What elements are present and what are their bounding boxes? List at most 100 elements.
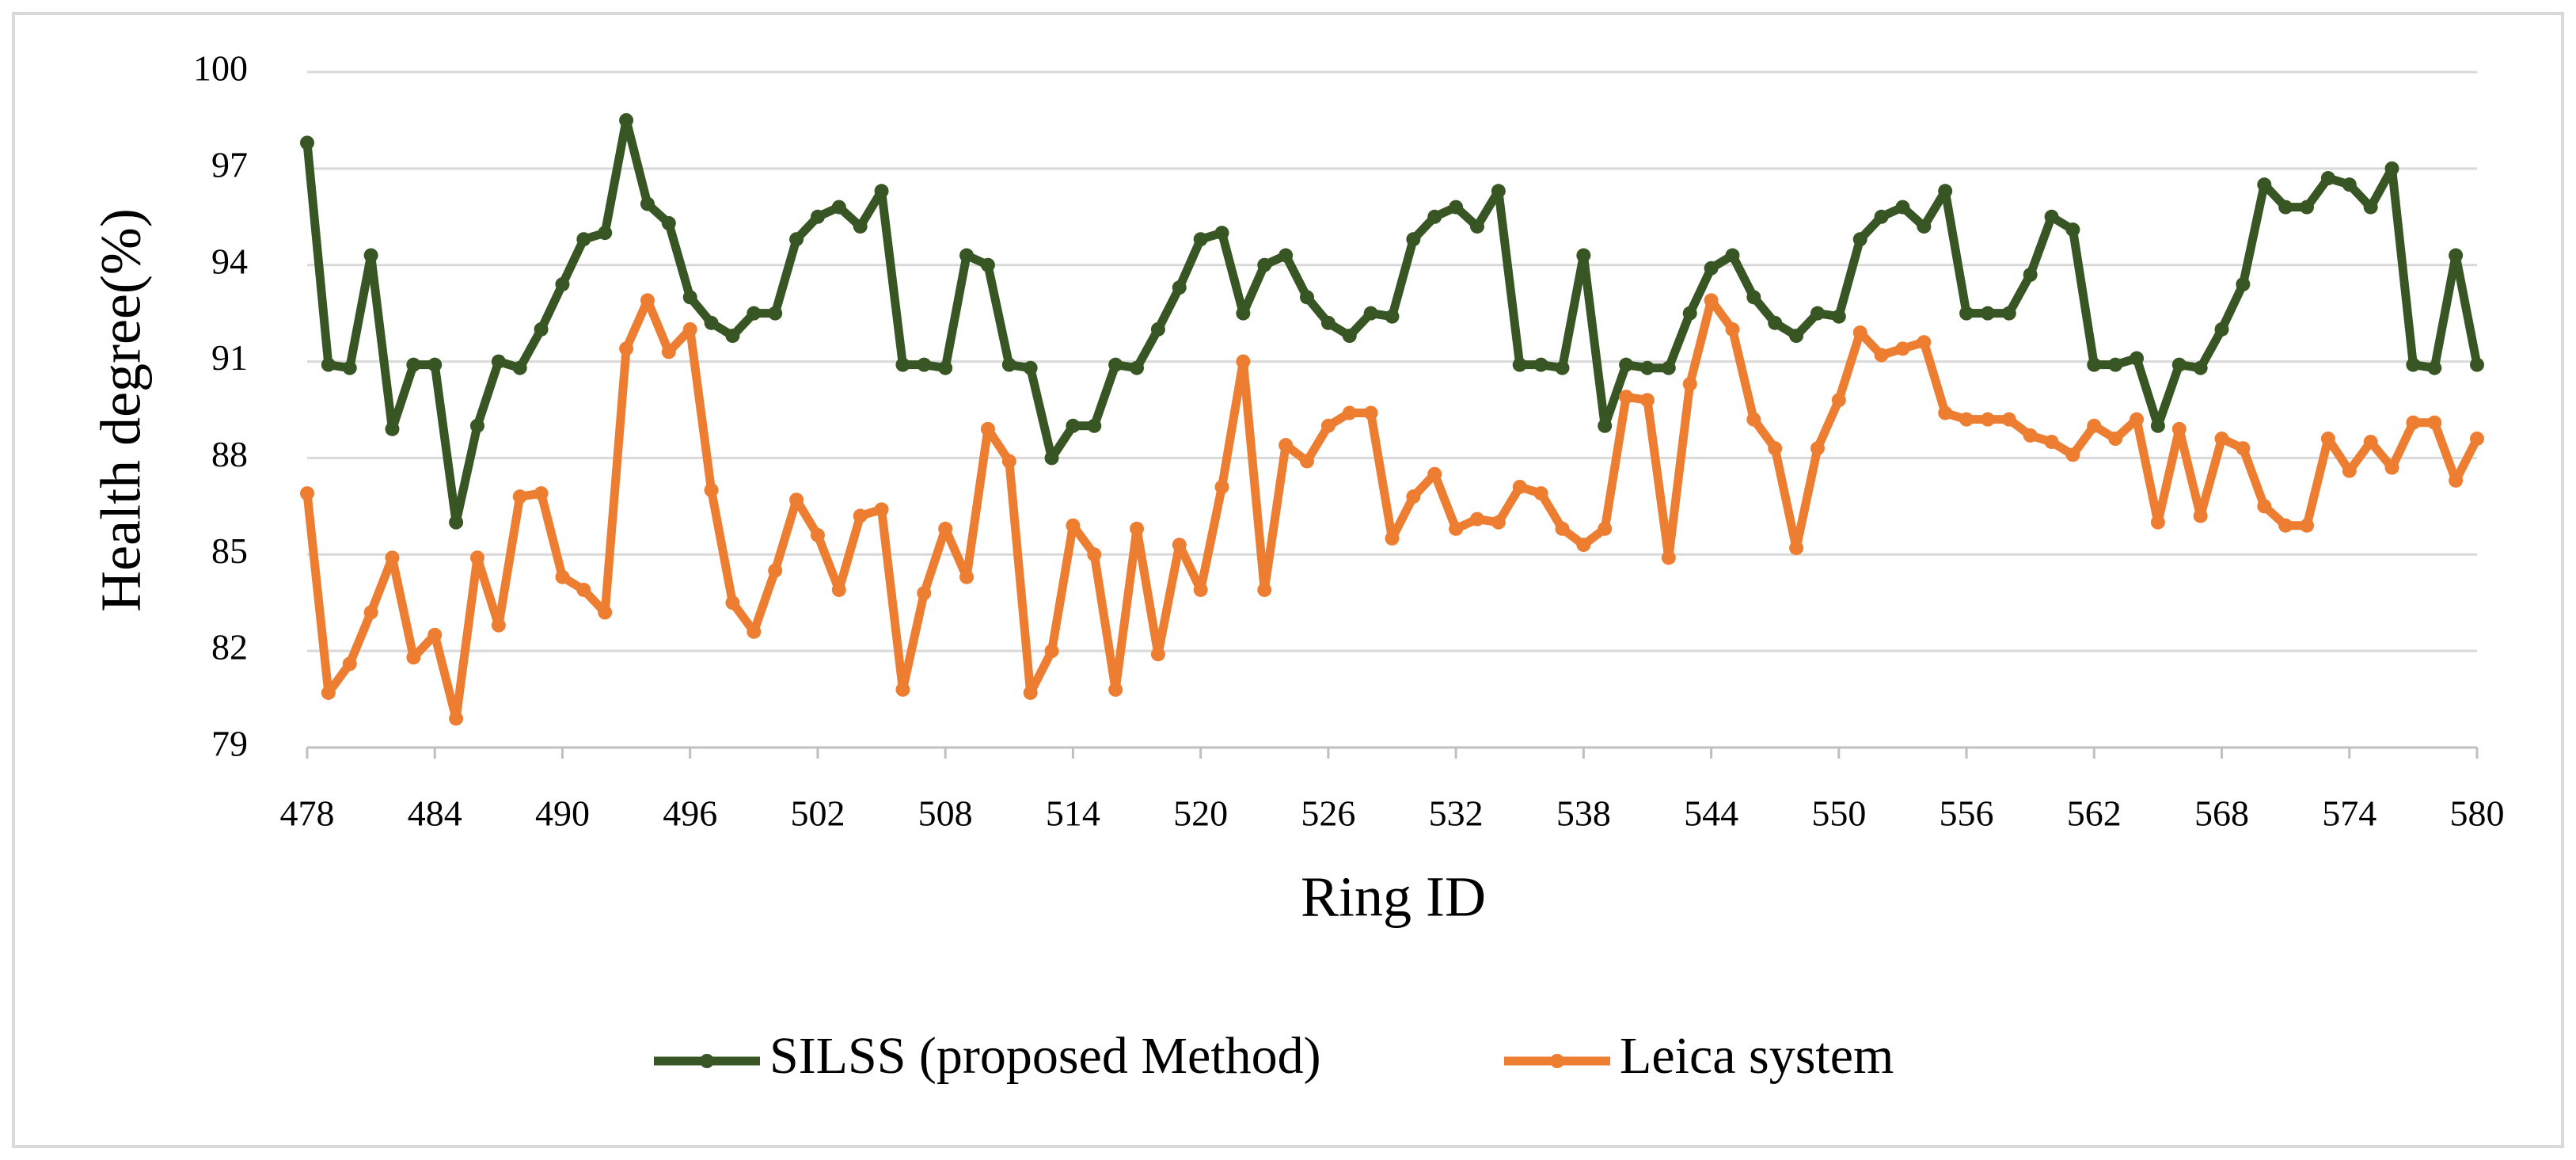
point <box>2171 421 2187 436</box>
point <box>2023 267 2038 282</box>
point <box>917 357 932 372</box>
point <box>1980 306 1995 321</box>
legend-marker <box>1550 1054 1564 1068</box>
point <box>1789 329 1804 344</box>
point <box>2214 321 2229 337</box>
point <box>342 656 357 671</box>
point <box>980 257 995 272</box>
point <box>1746 412 1761 427</box>
point <box>1469 512 1484 527</box>
point <box>1917 335 1932 350</box>
point <box>1385 309 1400 324</box>
point <box>1980 412 1995 427</box>
point <box>1917 219 1932 234</box>
point <box>1214 226 1229 241</box>
point <box>2150 418 2165 433</box>
point <box>1938 405 1953 420</box>
point <box>555 569 570 584</box>
point <box>1214 479 1229 494</box>
point <box>2300 200 2315 215</box>
point <box>1852 232 1867 247</box>
point <box>1704 293 1719 308</box>
point <box>2449 248 2464 263</box>
point <box>321 685 336 700</box>
point <box>1512 479 1527 494</box>
point <box>1193 232 1208 247</box>
point <box>2236 277 2251 292</box>
point <box>1810 306 1825 321</box>
x-tick-label: 496 <box>663 793 717 834</box>
point <box>831 582 846 597</box>
x-tick-label: 568 <box>2194 793 2249 834</box>
point <box>2214 432 2229 447</box>
point <box>491 618 506 633</box>
point <box>2257 499 2272 514</box>
x-tick-label: 544 <box>1684 793 1738 834</box>
point <box>1704 261 1719 276</box>
point <box>363 605 378 620</box>
point <box>1661 550 1676 565</box>
point <box>1320 315 1335 330</box>
point <box>2001 306 2016 321</box>
point <box>1300 454 1315 469</box>
point <box>1959 412 1974 427</box>
y-axis-title: Health degree(%) <box>89 208 153 612</box>
point <box>1044 644 1059 659</box>
point <box>1300 290 1315 305</box>
point <box>2257 177 2272 192</box>
point <box>1236 354 1251 369</box>
point <box>725 329 740 344</box>
point <box>1023 360 1038 375</box>
point <box>1598 418 1613 433</box>
point <box>1512 357 1527 372</box>
point <box>1320 418 1335 433</box>
point <box>1427 209 1442 224</box>
point <box>1427 466 1442 481</box>
y-tick-label: 88 <box>211 434 248 474</box>
x-tick-label: 484 <box>408 793 462 834</box>
point <box>1576 538 1591 553</box>
point <box>810 209 825 224</box>
point <box>810 527 825 542</box>
point <box>534 486 549 501</box>
point <box>1406 232 1421 247</box>
point <box>406 357 421 372</box>
point <box>2236 441 2251 456</box>
point <box>1172 538 1187 553</box>
point <box>980 421 995 436</box>
point <box>2044 209 2059 224</box>
point <box>1130 360 1145 375</box>
point <box>682 290 697 305</box>
point <box>491 354 506 369</box>
point <box>2470 432 2484 447</box>
point <box>1193 582 1208 597</box>
point <box>1279 248 1294 263</box>
point <box>1023 685 1038 700</box>
point <box>2044 435 2059 450</box>
point <box>1768 315 1783 330</box>
point <box>704 483 719 498</box>
point <box>427 627 443 642</box>
point <box>2001 412 2016 427</box>
y-tick-label: 91 <box>211 337 248 378</box>
point <box>959 248 975 263</box>
point <box>1491 184 1506 199</box>
legend-marker <box>700 1054 714 1068</box>
point <box>1363 306 1378 321</box>
point <box>768 563 783 578</box>
point <box>1342 329 1357 344</box>
point <box>321 357 336 372</box>
point <box>2278 200 2293 215</box>
point <box>874 184 889 199</box>
y-tick-label: 82 <box>211 627 248 667</box>
point <box>576 582 591 597</box>
point <box>1150 647 1165 662</box>
point <box>385 421 400 436</box>
point <box>2108 432 2123 447</box>
point <box>747 624 762 639</box>
point <box>1279 438 1294 453</box>
point <box>619 341 634 356</box>
point <box>917 586 932 601</box>
point <box>1236 306 1251 321</box>
x-tick-label: 580 <box>2450 793 2505 834</box>
